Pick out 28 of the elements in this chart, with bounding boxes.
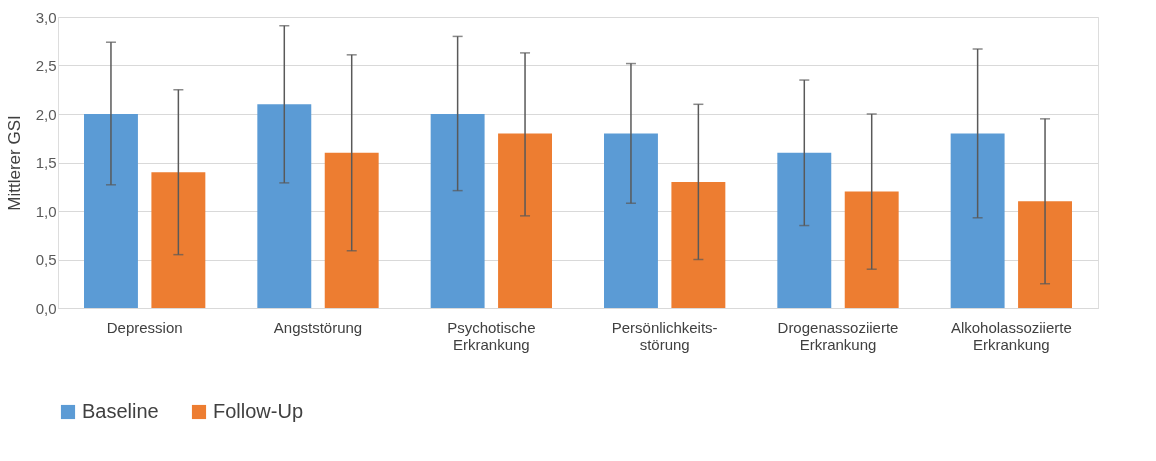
bar xyxy=(257,104,312,308)
y-tick-label: 3,0 xyxy=(35,8,57,26)
bar xyxy=(844,191,899,308)
x-tick-label: Depression xyxy=(106,318,183,336)
y-tick-label: 0,5 xyxy=(35,251,57,268)
bar xyxy=(604,133,658,308)
x-tick-label: Persönlichkeits- störung xyxy=(611,318,718,353)
x-tick-label: Drogenassoziierte Erkrankung xyxy=(777,318,899,353)
bar xyxy=(950,133,1005,308)
legend-label: Follow-Up xyxy=(213,400,304,422)
y-axis-title: Mittlerer GSI xyxy=(4,115,24,211)
bar xyxy=(84,114,138,308)
bar xyxy=(671,181,726,308)
bar xyxy=(151,172,206,308)
bar xyxy=(498,133,552,308)
x-tick-label: Alkoholassoziierte Erkrankung xyxy=(950,318,1072,353)
bar xyxy=(324,152,379,308)
x-tick-label: Angststörung xyxy=(273,318,363,336)
legend-label: Baseline xyxy=(82,400,159,422)
y-tick-label: 1,0 xyxy=(35,202,57,220)
y-tick-label: 2,0 xyxy=(35,105,57,123)
bar xyxy=(777,152,832,308)
y-tick-label: 0,0 xyxy=(35,299,57,317)
y-tick-label: 1,5 xyxy=(35,154,57,171)
bar xyxy=(1018,201,1072,308)
x-tick-label: Psychotische Erkrankung xyxy=(447,318,536,353)
bar xyxy=(430,114,485,308)
y-tick-label: 2,5 xyxy=(35,57,57,74)
